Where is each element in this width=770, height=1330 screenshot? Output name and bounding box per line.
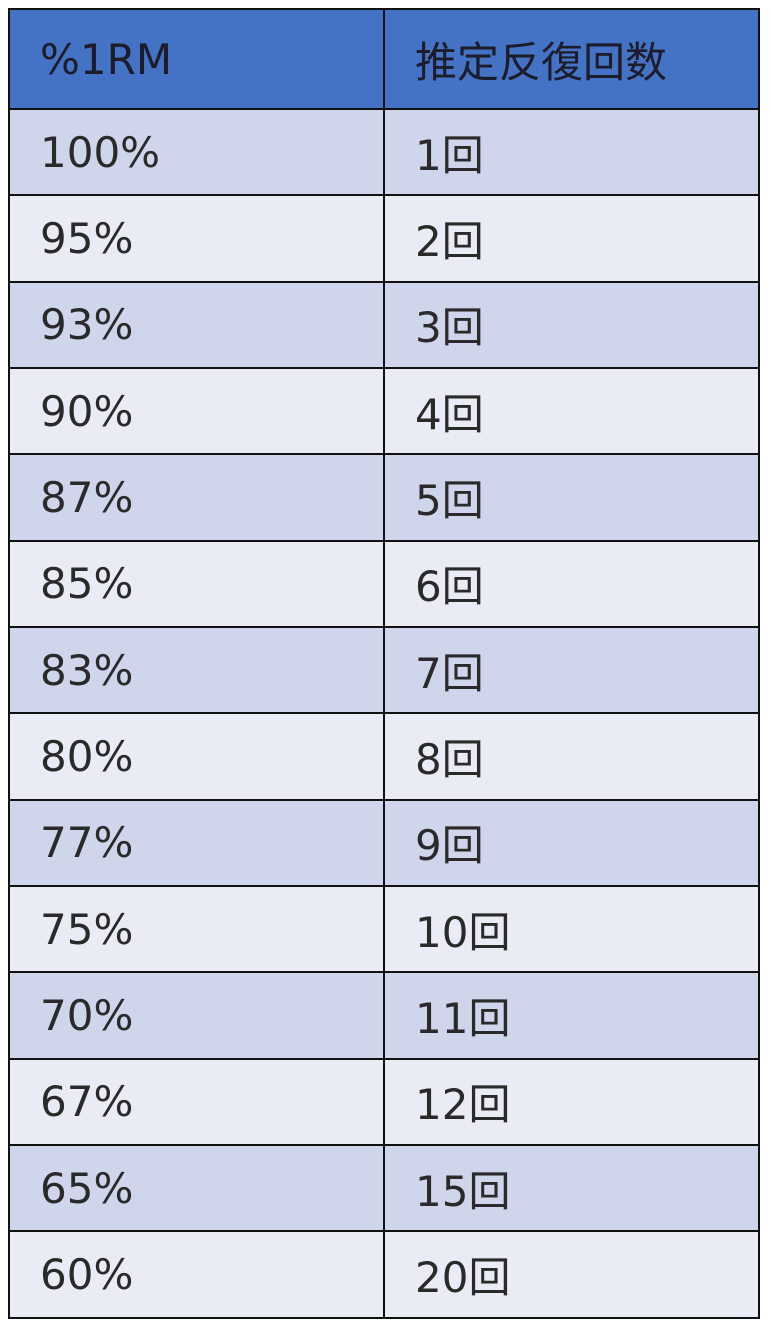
table-cell: 85%: [8, 539, 385, 629]
table-cell: 75%: [8, 885, 385, 974]
table-row: 60% 20回: [8, 1230, 760, 1319]
table-row: 67% 12回: [8, 1057, 760, 1147]
table-cell: 9回: [383, 798, 760, 888]
table-head: %1RM 推定反復回数: [8, 8, 760, 110]
table-cell: 4回: [383, 367, 760, 456]
table-cell: 77%: [8, 798, 385, 888]
table-row: 83% 7回: [8, 626, 760, 715]
table-row: 65% 15回: [8, 1144, 760, 1233]
table-cell: 3回: [383, 280, 760, 370]
table-cell: 6回: [383, 539, 760, 629]
table-cell: 100%: [8, 107, 385, 197]
table-cell: 11回: [383, 971, 760, 1060]
table-cell: 80%: [8, 712, 385, 801]
table-cell: 7回: [383, 626, 760, 715]
header-row: %1RM 推定反復回数: [8, 8, 760, 110]
table-cell: 60%: [8, 1230, 385, 1319]
table-body: 100% 1回 95% 2回 93% 3回 90% 4回 87% 5回 85% 6回 83% 7回 80% 8…: [8, 107, 760, 1319]
table-cell: 8回: [383, 712, 760, 801]
table-cell: 65%: [8, 1144, 385, 1233]
table-row: 90% 4回: [8, 367, 760, 456]
table-cell: 90%: [8, 367, 385, 456]
table-cell: 5回: [383, 453, 760, 542]
table-row: 85% 6回: [8, 539, 760, 629]
table-cell: 95%: [8, 194, 385, 283]
table-cell: 2回: [383, 194, 760, 283]
table-row: 93% 3回: [8, 280, 760, 370]
table-row: 80% 8回: [8, 712, 760, 801]
table-cell: 67%: [8, 1057, 385, 1147]
table-cell: 12回: [383, 1057, 760, 1147]
table-row: 77% 9回: [8, 798, 760, 888]
table-cell: 1回: [383, 107, 760, 197]
page: %1RM 推定反復回数 100% 1回 95% 2回 93% 3回 90% 4回 87% 5回 85…: [8, 8, 760, 1319]
table-cell: 93%: [8, 280, 385, 370]
table-row: 87% 5回: [8, 453, 760, 542]
table-cell: 10回: [383, 885, 760, 974]
table-cell: 20回: [383, 1230, 760, 1319]
header-cell: %1RM: [8, 8, 385, 110]
table-cell: 70%: [8, 971, 385, 1060]
header-cell: 推定反復回数: [383, 8, 760, 110]
table-cell: 87%: [8, 453, 385, 542]
table-row: 95% 2回: [8, 194, 760, 283]
table-cell: 15回: [383, 1144, 760, 1233]
table: %1RM 推定反復回数 100% 1回 95% 2回 93% 3回 90% 4回 87% 5回 85…: [8, 8, 760, 1319]
table-cell: 83%: [8, 626, 385, 715]
table-row: 70% 11回: [8, 971, 760, 1060]
table-row: 75% 10回: [8, 885, 760, 974]
table-row: 100% 1回: [8, 107, 760, 197]
